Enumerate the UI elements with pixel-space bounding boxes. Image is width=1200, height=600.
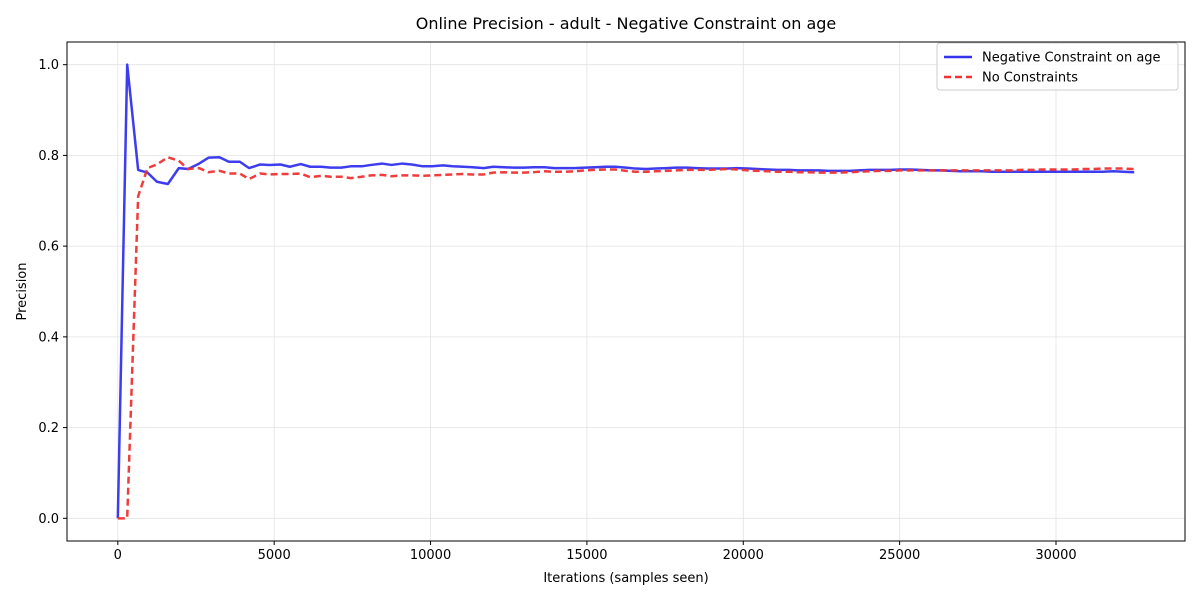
series-line-no-constraints (117, 155, 1135, 520)
grid-layer (67, 42, 1185, 541)
series-layer (116, 63, 1135, 520)
x-tick-label: 10000 (410, 548, 451, 563)
x-tick-label: 0 (114, 548, 122, 563)
legend-label-no-constraints: No Constraints (982, 71, 1078, 86)
legend-label-negative-constraint: Negative Constraint on age (982, 51, 1161, 66)
legend-box (936, 42, 1179, 91)
x-tick-label: 15000 (566, 548, 607, 563)
plot-frame (66, 41, 1186, 542)
x-tick-label: 5000 (258, 548, 291, 563)
chart-title: Online Precision - adult - Negative Cons… (416, 14, 837, 33)
y-tick-label: 1.0 (38, 58, 59, 73)
tick-layer: 0 5000 10000 15000 20000 25000 30000 0.0 0.2 0.4 0… (38, 58, 1076, 563)
y-tick-label: 0.8 (38, 149, 59, 164)
y-axis-label: Precision (15, 262, 30, 320)
y-tick-label: 0.2 (38, 421, 59, 436)
x-axis-label: Iterations (samples seen) (543, 571, 708, 586)
y-tick-label: 0.4 (38, 330, 59, 345)
y-tick-label: 0.6 (38, 240, 59, 255)
x-tick-label: 25000 (879, 548, 920, 563)
x-tick-label: 30000 (1035, 548, 1076, 563)
y-tick-label: 0.0 (38, 512, 59, 527)
legend: Negative Constraint on age No Constraint… (936, 42, 1179, 91)
x-tick-label: 20000 (723, 548, 764, 563)
